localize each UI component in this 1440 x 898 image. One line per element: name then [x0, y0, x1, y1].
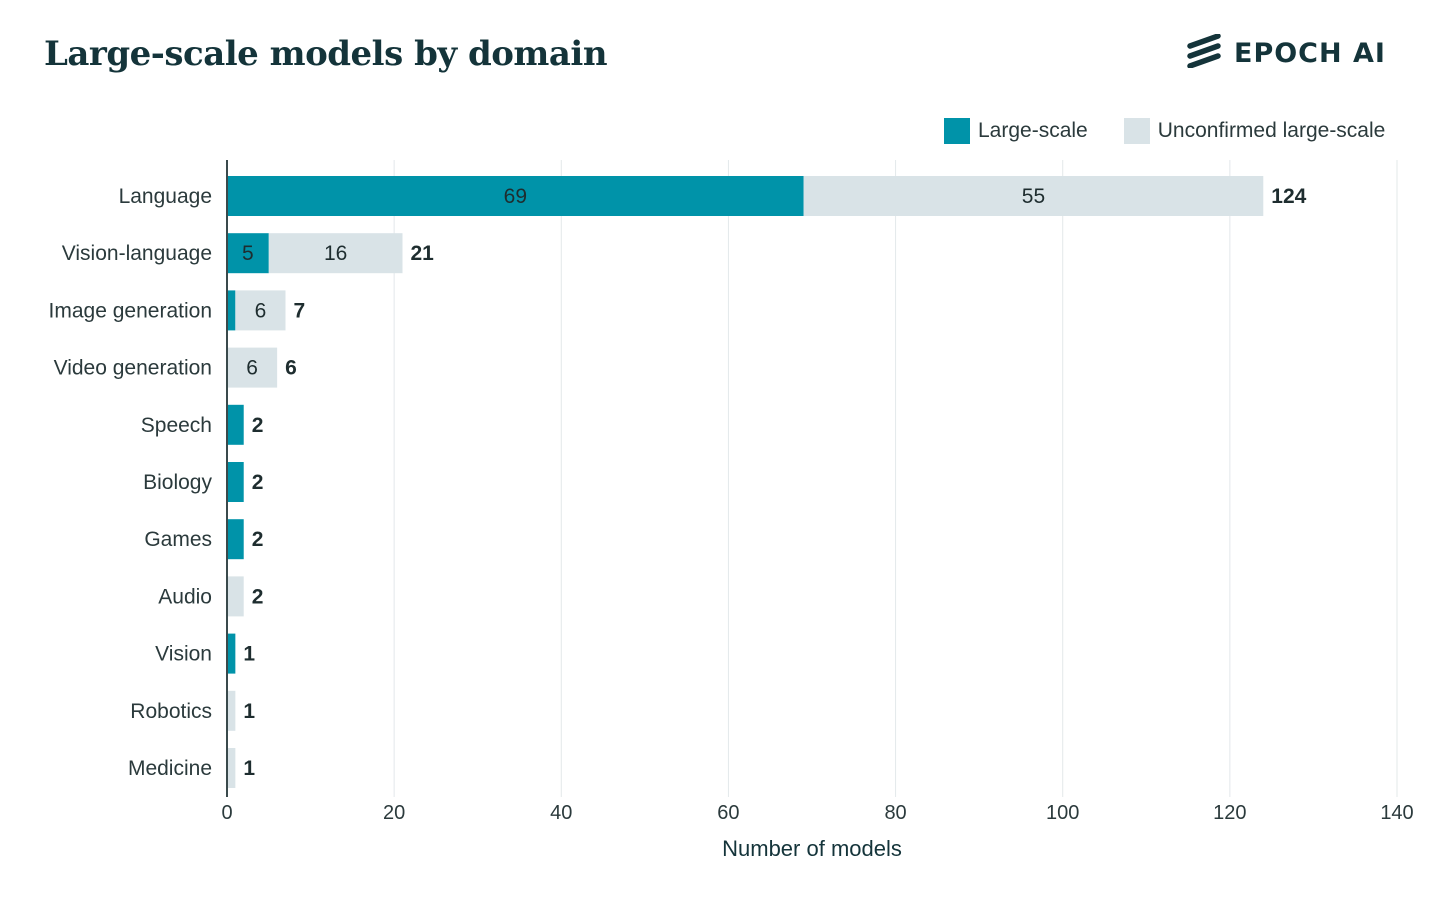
legend-item-large-scale: Large-scale: [944, 118, 1088, 144]
x-tick-label: 80: [884, 802, 906, 824]
bar-unconfirmed: [227, 748, 236, 788]
bar-segment-label: 6: [246, 357, 258, 380]
bar-large-scale: [227, 404, 244, 445]
y-category-label: Audio: [158, 585, 212, 608]
x-tick-label: 100: [1046, 802, 1079, 824]
bar-total-label: 1: [243, 643, 255, 666]
y-category-label: Robotics: [130, 700, 212, 723]
y-category-label: Speech: [141, 414, 212, 437]
bar-large-scale: [227, 462, 244, 502]
x-tick-label: 0: [221, 802, 232, 824]
bar-segment-label: 16: [324, 242, 347, 265]
y-category-label: Video generation: [54, 357, 212, 380]
chart-title: Large-scale models by domain: [44, 34, 608, 74]
bar-segment-label: 69: [504, 185, 527, 208]
x-tick-label: 40: [550, 802, 572, 824]
bar-unconfirmed: [227, 690, 236, 731]
bar-segment-label: 5: [242, 242, 254, 265]
bar-total-label: 2: [252, 414, 264, 437]
x-tick-label: 20: [383, 802, 405, 824]
bar-total-label: 2: [252, 528, 264, 551]
legend-swatch-unconfirmed: [1123, 118, 1150, 144]
y-category-label: Medicine: [128, 757, 212, 780]
bar-large-scale: [227, 633, 236, 674]
y-category-label: Biology: [143, 471, 212, 494]
bar-unconfirmed: [268, 233, 403, 274]
x-tick-label: 60: [717, 802, 739, 824]
legend-label-large-scale: Large-scale: [978, 119, 1088, 142]
x-axis-title: Number of models: [722, 836, 902, 861]
bar-total-label: 124: [1271, 185, 1306, 208]
y-category-label: Vision: [155, 643, 212, 666]
bar-unconfirmed: [227, 347, 278, 388]
bar-unconfirmed: [227, 576, 244, 617]
legend-item-unconfirmed: Unconfirmed large-scale: [1123, 118, 1386, 144]
bar-total-label: 2: [252, 471, 264, 494]
bar-segment-label: 6: [255, 299, 267, 322]
bar-total-label: 6: [285, 357, 297, 380]
y-category-label: Vision-language: [62, 242, 212, 265]
epoch-logo-icon: [1186, 33, 1222, 73]
bar-total-label: 1: [243, 757, 255, 780]
bar-total-label: 21: [411, 242, 435, 265]
x-tick-label: 140: [1380, 802, 1413, 824]
legend-label-unconfirmed: Unconfirmed large-scale: [1157, 119, 1386, 142]
brand-name: EPOCH AI: [1234, 38, 1386, 69]
bar-large-scale: [227, 519, 244, 560]
y-category-label: Games: [144, 528, 212, 551]
y-category-label: Language: [119, 185, 212, 208]
brand-logo: EPOCH AI: [1186, 33, 1386, 73]
bar-unconfirmed: [235, 290, 286, 331]
bar-large-scale: [227, 290, 236, 331]
legend-swatch-large-scale: [944, 118, 970, 144]
bar-total-label: 1: [243, 700, 255, 723]
bar-large-scale: [227, 233, 269, 274]
bar-total-label: 7: [294, 299, 306, 322]
y-category-label: Image generation: [49, 299, 212, 322]
chart-legend: Large-scale Unconfirmed large-scale: [944, 118, 1385, 144]
bar-unconfirmed: [803, 176, 1264, 216]
x-tick-label: 120: [1213, 802, 1246, 824]
bar-segment-label: 55: [1022, 185, 1045, 208]
bar-total-label: 2: [252, 585, 264, 608]
bar-large-scale: [227, 176, 804, 216]
